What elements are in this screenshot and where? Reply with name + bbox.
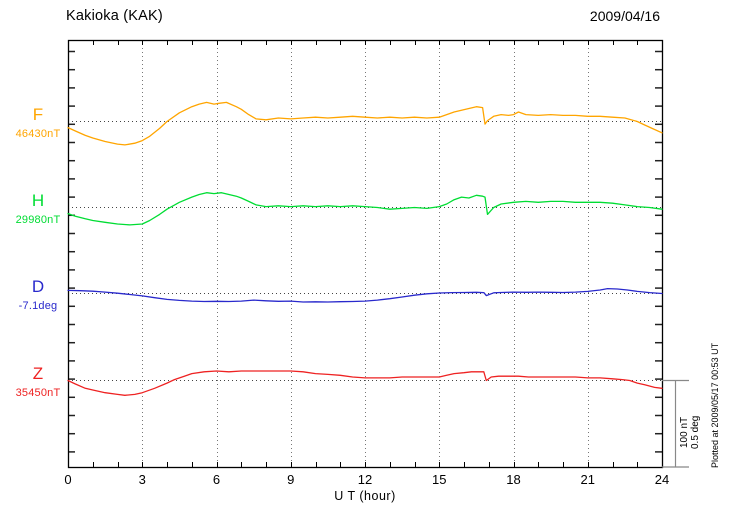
channel-base-F: 46430nT (15, 128, 61, 140)
plotted-at-label: Plotted at 2009/05/17 00:53 UT (710, 342, 720, 468)
channel-base-H: 29980nT (15, 214, 61, 226)
channel-label-D: D -7.1deg (6, 278, 70, 312)
channel-name-H: H (31, 191, 45, 210)
x-tick-label-3: 3 (138, 472, 146, 487)
channel-base-D: -7.1deg (18, 300, 58, 312)
scale-bar-deg: 0.5 deg (690, 415, 701, 449)
x-tick-label-24: 24 (654, 472, 670, 487)
date-label: 2009/04/16 (589, 8, 660, 24)
x-tick-label-15: 15 (432, 472, 447, 487)
channel-label-F: F 46430nT (6, 106, 70, 140)
page-title: Kakioka (KAK) (66, 8, 163, 24)
x-tick-label-18: 18 (506, 472, 521, 487)
scale-bar-nt: 100 nT (679, 416, 690, 448)
x-tick-label-21: 21 (580, 472, 595, 487)
channel-name-F: F (32, 105, 44, 124)
channel-name-Z: Z (32, 364, 44, 383)
channel-label-Z: Z 35450nT (6, 365, 70, 399)
x-tick-label-12: 12 (357, 472, 373, 487)
x-axis-label: U T (hour) (334, 489, 396, 503)
x-tick-label-6: 6 (212, 472, 221, 487)
scale-bar-label: 100 nT 0.5 deg (679, 396, 701, 468)
channel-name-D: D (31, 277, 45, 296)
x-tick-label-9: 9 (287, 472, 295, 487)
channel-base-Z: 35450nT (15, 387, 61, 399)
channel-label-H: H 29980nT (6, 192, 70, 226)
x-tick-label-0: 0 (64, 472, 72, 487)
